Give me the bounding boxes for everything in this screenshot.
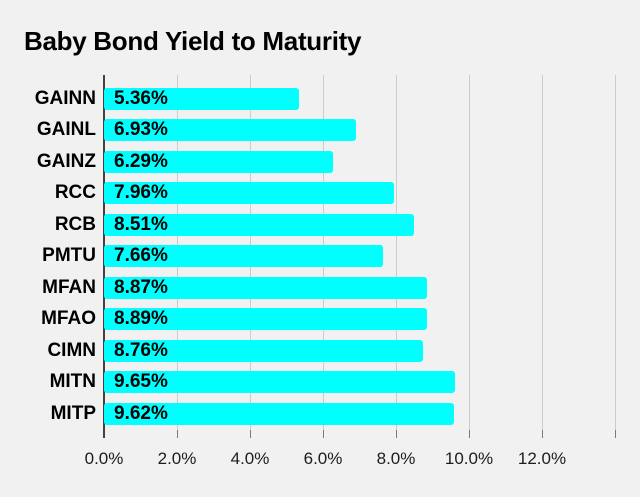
bar: 8.89% xyxy=(104,308,427,331)
x-axis-tick-label: 10.0% xyxy=(444,449,494,468)
x-axis-tick xyxy=(542,430,543,438)
bar: 9.62% xyxy=(104,402,454,425)
chart-title: Baby Bond Yield to Maturity xyxy=(24,26,362,56)
bar-row: MITP 9.62% xyxy=(0,398,640,430)
category-label: MFAO xyxy=(41,308,96,330)
x-axis-tick-label: 8.0% xyxy=(376,449,416,468)
value-label: 8.87% xyxy=(114,276,168,298)
value-label: 6.29% xyxy=(114,150,168,172)
value-label: 7.96% xyxy=(114,182,168,204)
x-axis-tick xyxy=(615,430,616,438)
value-label: 5.36% xyxy=(114,87,168,109)
bar-row: GAINL 6.93% xyxy=(0,115,640,147)
value-label: 9.62% xyxy=(114,402,168,424)
x-axis-tick-label: 4.0% xyxy=(230,449,270,468)
gridline xyxy=(542,75,543,430)
bar: 8.87% xyxy=(104,276,427,299)
category-label: PMTU xyxy=(42,245,96,267)
gridline xyxy=(469,75,470,430)
x-axis-tick xyxy=(396,430,397,438)
bar: 6.93% xyxy=(104,119,356,142)
bar-row: MFAO 8.89% xyxy=(0,304,640,336)
bar: 7.96% xyxy=(104,182,394,205)
value-label: 9.65% xyxy=(114,371,168,393)
category-label: MFAN xyxy=(42,276,96,298)
bar-row: GAINN 5.36% xyxy=(0,83,640,115)
value-label: 8.89% xyxy=(114,308,168,330)
x-axis-tick xyxy=(323,430,324,438)
category-label: RCB xyxy=(54,213,96,235)
x-axis-tick xyxy=(250,430,251,438)
category-label: CIMN xyxy=(47,339,96,361)
value-label: 8.76% xyxy=(114,339,168,361)
x-axis-tick-label: 0.0% xyxy=(84,449,124,468)
x-axis-tick xyxy=(469,430,470,438)
category-label: RCC xyxy=(54,182,96,204)
category-label: GAINZ xyxy=(36,150,96,172)
category-label: GAINN xyxy=(34,87,96,109)
value-label: 8.51% xyxy=(114,213,168,235)
bar: 8.76% xyxy=(104,339,423,362)
x-axis-tick-label: 12.0% xyxy=(517,449,567,468)
x-axis-tick xyxy=(177,430,178,438)
value-label: 7.66% xyxy=(114,245,168,267)
bar: 6.29% xyxy=(104,150,333,173)
bar: 8.51% xyxy=(104,213,414,236)
bar-row: GAINZ 6.29% xyxy=(0,146,640,178)
category-label: MITN xyxy=(49,371,96,393)
gridline xyxy=(615,75,616,430)
bar-row: RCB 8.51% xyxy=(0,209,640,241)
value-label: 6.93% xyxy=(114,119,168,141)
bar: 9.65% xyxy=(104,371,455,394)
gridline xyxy=(396,75,397,430)
bar-row: RCC 7.96% xyxy=(0,178,640,210)
bar: 5.36% xyxy=(104,87,299,110)
x-axis-tick-label: 6.0% xyxy=(303,449,343,468)
bar-row: PMTU 7.66% xyxy=(0,241,640,273)
bar-row: CIMN 8.76% xyxy=(0,335,640,367)
bar: 7.66% xyxy=(104,245,383,268)
category-label: MITP xyxy=(50,402,96,424)
category-label: GAINL xyxy=(36,119,96,141)
bar-row: MITN 9.65% xyxy=(0,367,640,399)
bar-row: MFAN 8.87% xyxy=(0,272,640,304)
x-axis-tick-label: 2.0% xyxy=(157,449,197,468)
